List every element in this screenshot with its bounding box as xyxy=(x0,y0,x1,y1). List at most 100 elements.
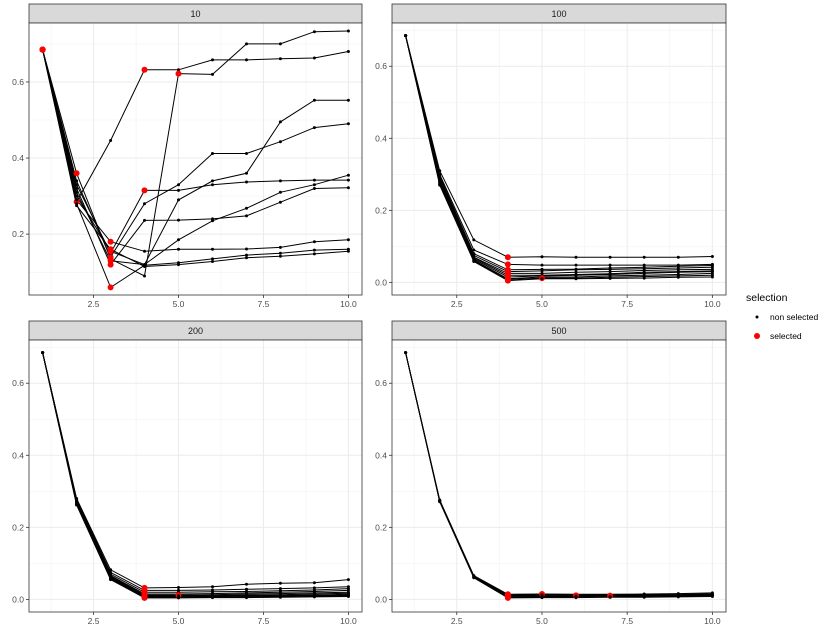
data-point xyxy=(346,595,350,598)
data-point xyxy=(346,238,350,242)
series-line-7 xyxy=(42,49,349,266)
data-point xyxy=(346,578,350,582)
data-point xyxy=(346,50,350,53)
facet-strip-label: 10 xyxy=(190,9,200,19)
data-point xyxy=(245,58,248,62)
data-point xyxy=(143,202,146,206)
data-point xyxy=(278,200,282,204)
y-tick-label: 0.4 xyxy=(375,133,387,143)
data-point xyxy=(278,581,282,585)
data-point xyxy=(608,267,612,271)
series-line-6 xyxy=(42,49,349,266)
data-point xyxy=(312,187,316,190)
selected-point xyxy=(141,187,148,194)
data-point xyxy=(177,596,180,600)
selected-point xyxy=(175,70,182,77)
data-point xyxy=(312,248,316,252)
series-line-5 xyxy=(405,35,713,274)
data-point xyxy=(143,265,146,268)
selected-point xyxy=(141,594,148,601)
facet-panels: 10 2.5 5.0 7.5 10.0 0.2 0.4 0.6 100 2.5 5.0 7.5 10.0… xyxy=(12,3,727,626)
x-tick-label: 5.0 xyxy=(536,299,548,309)
x-tick-label: 2.5 xyxy=(88,299,100,309)
x-tick-label: 10.0 xyxy=(340,616,357,626)
data-point xyxy=(278,251,282,255)
data-point xyxy=(245,171,248,175)
data-point xyxy=(278,57,282,61)
data-point xyxy=(245,587,248,591)
data-point xyxy=(109,139,113,142)
data-point xyxy=(75,198,79,202)
selected-point xyxy=(39,46,46,53)
data-point xyxy=(211,179,214,183)
data-point xyxy=(245,253,248,257)
data-point xyxy=(109,578,113,582)
data-point xyxy=(278,587,282,591)
series-line-10 xyxy=(42,352,349,599)
data-point xyxy=(312,56,316,60)
data-point xyxy=(608,270,612,274)
data-point xyxy=(177,183,180,187)
data-point xyxy=(312,586,316,590)
data-point xyxy=(75,194,79,198)
data-point xyxy=(574,270,578,274)
panel-border xyxy=(391,339,727,613)
x-tick-label: 5.0 xyxy=(173,616,185,626)
data-point xyxy=(540,596,544,600)
series-line-2 xyxy=(42,352,349,591)
y-tick-label: 0.4 xyxy=(375,450,387,460)
y-tick-label: 0.2 xyxy=(12,229,24,239)
data-point xyxy=(177,247,180,251)
data-point xyxy=(574,277,578,281)
data-point xyxy=(245,247,248,251)
data-point xyxy=(177,188,180,192)
y-tick-label: 0.6 xyxy=(12,378,24,388)
data-point xyxy=(278,595,282,599)
x-tick-label: 5.0 xyxy=(536,616,548,626)
facet-strip-label: 100 xyxy=(551,9,566,19)
data-point xyxy=(346,29,350,33)
data-point xyxy=(177,586,180,589)
data-point xyxy=(245,42,248,46)
data-point xyxy=(574,263,578,267)
data-point xyxy=(211,219,214,223)
data-point xyxy=(676,275,680,279)
data-point xyxy=(278,140,282,144)
data-point xyxy=(540,277,544,281)
data-point xyxy=(676,255,680,259)
data-point xyxy=(211,58,214,62)
data-point xyxy=(540,269,544,273)
series-line-1 xyxy=(42,352,349,589)
data-point xyxy=(109,568,113,572)
data-point xyxy=(312,98,316,102)
x-tick-label: 10.0 xyxy=(704,616,721,626)
data-point xyxy=(245,206,248,210)
x-tick-label: 7.5 xyxy=(621,299,633,309)
series-line-4 xyxy=(42,49,349,255)
selected-point xyxy=(107,284,114,291)
data-point xyxy=(642,255,646,259)
data-point xyxy=(75,179,79,183)
legend: selection non selected selected xyxy=(746,292,818,341)
data-point xyxy=(177,68,180,72)
data-point xyxy=(710,265,714,269)
data-point xyxy=(177,198,180,202)
series-line-2 xyxy=(405,35,713,266)
data-point xyxy=(404,34,408,38)
data-point xyxy=(312,183,316,187)
data-point xyxy=(211,183,214,187)
panel-200: 200 2.5 5.0 7.5 10.0 0.0 0.2 0.4 0.6 xyxy=(12,320,363,626)
data-point xyxy=(710,275,714,279)
legend-label-selected: selected xyxy=(770,331,802,341)
data-point xyxy=(211,585,214,589)
data-point xyxy=(710,255,714,258)
data-point xyxy=(245,582,248,586)
selected-point xyxy=(107,257,114,264)
data-point xyxy=(540,255,544,259)
data-point xyxy=(312,30,316,34)
panel-10: 10 2.5 5.0 7.5 10.0 0.2 0.4 0.6 xyxy=(12,3,363,309)
data-point xyxy=(642,595,646,599)
panel-border xyxy=(28,22,363,296)
y-tick-label: 0.6 xyxy=(375,61,387,71)
